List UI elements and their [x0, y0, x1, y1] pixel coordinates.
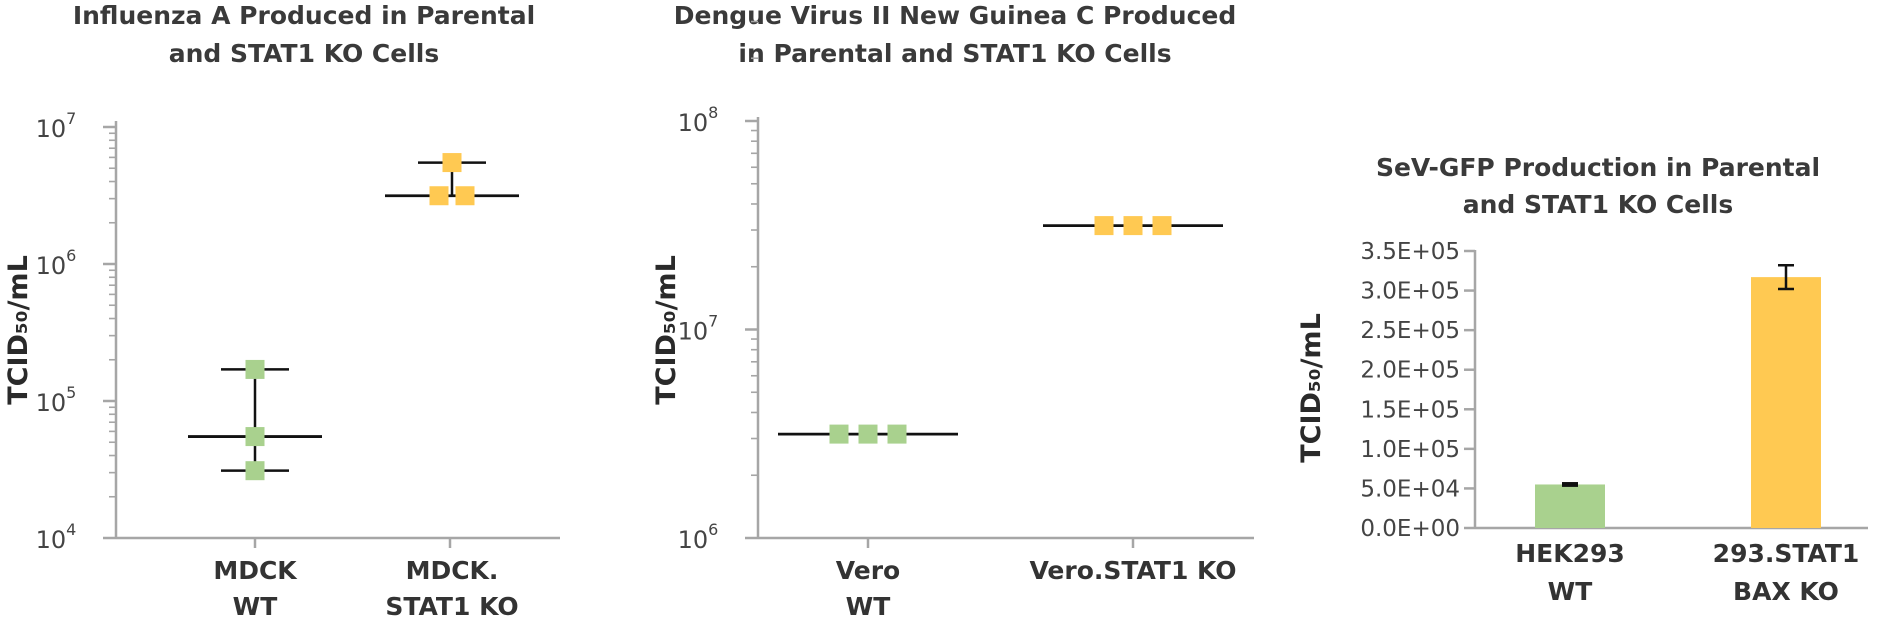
chart3-marks: [1535, 263, 1821, 528]
chart3-y-tick-label: 5.0E+04: [1360, 476, 1460, 502]
chart1-y-tick-label: 106: [36, 246, 77, 280]
chart1-data-point: [455, 186, 475, 206]
chart3-category-label: HEK293: [1515, 539, 1625, 568]
chart2-y-axis-label: TCID₅₀/mL: [651, 255, 682, 405]
chart-sev-gfp: SeV-GFP Production in Parental and STAT1…: [1296, 153, 1868, 606]
chart2-data-point: [887, 424, 907, 444]
chart1-data-point: [245, 359, 265, 379]
chart3-y-tick-label: 2.0E+05: [1360, 358, 1460, 384]
chart2-y-tick-label: 108: [678, 103, 719, 137]
chart3-bar: [1751, 277, 1821, 528]
chart2-category-label: Vero.STAT1 KO: [1029, 556, 1236, 585]
chart1-y-ticks: 104 105 106 107: [36, 109, 116, 554]
chart1-marks: [188, 153, 519, 481]
chart2-category-label: WT: [846, 592, 891, 621]
chart3-y-tick-label: 1.0E+05: [1360, 437, 1460, 463]
chart3-y-axis-label: TCID₅₀/mL: [1296, 313, 1327, 463]
chart1-data-point: [245, 461, 265, 481]
chart1-y-tick-label: 104: [36, 520, 77, 554]
chart2-data-point: [1123, 216, 1143, 236]
chart1-y-tick-label: 105: [36, 383, 77, 417]
chart3-y-ticks: 0.0E+00 5.0E+04 1.0E+05 1.5E+05 2.0E+05 2.5E+…: [1360, 239, 1475, 542]
chart2-category-label: Vero: [836, 556, 900, 585]
chart2-data-point: [1094, 216, 1114, 236]
chart2-title-line1: Dengue Virus II New Guinea C Produced: [674, 1, 1237, 30]
chart2-y-tick-label: 106: [678, 520, 719, 554]
chart3-y-tick-label: 3.0E+05: [1360, 279, 1460, 305]
chart2-marks: [778, 216, 1223, 444]
chart2-title-line2: in Parental and STAT1 KO Cells: [738, 39, 1171, 68]
chart1-y-tick-label: 107: [36, 109, 77, 143]
chart-influenza: Influenza A Produced in Parental and STA…: [3, 1, 560, 621]
chart2-data-point: [858, 424, 878, 444]
chart3-y-tick-label: 2.5E+05: [1360, 318, 1460, 344]
chart1-data-point: [245, 427, 265, 447]
chart3-category-label: BAX KO: [1733, 577, 1839, 606]
chart2-data-point: [829, 424, 849, 444]
chart1-y-axis-label: TCID₅₀/mL: [3, 255, 34, 405]
chart2-y-tick-label: 107: [678, 312, 719, 346]
chart-dengue: Dengue Virus II New Guinea C Produced in…: [651, 1, 1254, 621]
chart1-category-label: MDCK: [213, 556, 298, 585]
chart3-title-line1: SeV-GFP Production in Parental: [1376, 153, 1820, 182]
chart1-title-line2: and STAT1 KO Cells: [169, 39, 439, 68]
chart2-data-point: [1152, 216, 1172, 236]
chart1-category-label: MDCK.: [406, 556, 499, 585]
chart3-y-tick-label: 1.5E+05: [1360, 397, 1460, 423]
chart3-bar: [1535, 484, 1605, 528]
chart1-data-point: [429, 186, 449, 206]
chart3-y-tick-label: 0.0E+00: [1360, 516, 1460, 542]
chart1-category-label: WT: [233, 592, 278, 621]
chart1-data-point: [442, 153, 462, 173]
chart1-category-label: STAT1 KO: [385, 592, 518, 621]
chart3-y-tick-label: 3.5E+05: [1360, 239, 1460, 265]
chart3-title-line2: and STAT1 KO Cells: [1463, 190, 1733, 219]
chart2-y-ticks: 106 107 108: [678, 103, 758, 554]
chart3-category-label: WT: [1548, 577, 1593, 606]
chart1-title-line1: Influenza A Produced in Parental: [73, 1, 535, 30]
chart3-category-label: 293.STAT1: [1713, 539, 1860, 568]
